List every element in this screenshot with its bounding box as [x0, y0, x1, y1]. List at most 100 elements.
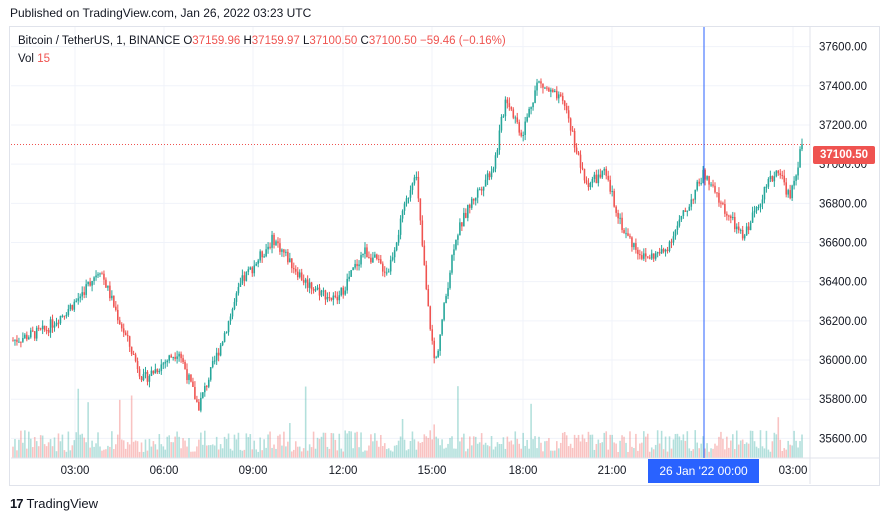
volume-bar — [376, 440, 378, 458]
volume-bar — [429, 430, 432, 458]
candle-body — [672, 236, 675, 243]
chart-frame[interactable] — [9, 26, 880, 486]
volume-bar — [763, 448, 766, 458]
candle-body — [322, 290, 325, 292]
volume-bar — [372, 441, 374, 458]
candle-body — [18, 341, 20, 343]
volume-bar — [142, 451, 145, 458]
candle-body — [484, 179, 487, 187]
volume-bar — [625, 442, 627, 458]
volume-bar — [148, 438, 151, 458]
candle-body — [544, 87, 546, 89]
candle-body — [269, 246, 271, 248]
volume-bar — [417, 441, 420, 458]
candle-body — [362, 253, 364, 256]
volume-bar — [374, 433, 376, 458]
candle-body — [595, 174, 598, 184]
volume-bar — [453, 448, 455, 458]
volume-bar — [152, 441, 155, 458]
volume-bar — [627, 451, 629, 458]
volume-bar — [397, 440, 400, 458]
volume-bar — [324, 432, 327, 458]
candle-body — [198, 401, 200, 411]
candle-body — [761, 199, 764, 204]
volume-bar — [421, 441, 424, 458]
volume-bar — [789, 444, 791, 458]
candle-body — [160, 364, 163, 371]
volume-bar — [720, 431, 722, 458]
volume-bar — [55, 451, 58, 458]
volume-bar — [563, 431, 566, 458]
candle-body — [91, 280, 93, 286]
volume-bar — [577, 434, 580, 458]
volume-bar — [51, 446, 54, 458]
volume-bar — [239, 449, 242, 458]
candle-body — [490, 171, 493, 178]
volume-bar — [761, 446, 764, 458]
candle-body — [757, 207, 760, 209]
candle-body — [285, 251, 287, 253]
volume-bar — [117, 434, 119, 458]
volume-bar — [120, 439, 123, 458]
candle-body — [166, 360, 169, 363]
candle-body — [569, 118, 572, 131]
volume-bar — [518, 443, 521, 458]
volume-bar — [180, 448, 182, 458]
volume-bar — [156, 449, 159, 458]
candle-body — [771, 176, 774, 182]
volume-bar — [633, 448, 635, 458]
volume-bar — [694, 430, 697, 458]
candle-body — [621, 217, 623, 230]
candle-body — [326, 297, 329, 300]
volume-bar — [310, 447, 313, 458]
volume-bar — [700, 443, 702, 458]
candle-body — [696, 181, 698, 190]
candle-body — [229, 316, 232, 322]
volume-bar — [500, 444, 503, 458]
candle-body — [47, 329, 50, 333]
volume-bar — [520, 448, 522, 458]
candle-body — [593, 174, 596, 179]
x-tick-label: 09:00 — [239, 465, 268, 477]
candle-body — [237, 286, 240, 294]
candle-body — [267, 246, 269, 250]
volume-bar — [591, 434, 594, 458]
candle-body — [561, 95, 564, 101]
volume-bar — [99, 446, 101, 458]
volume-bar — [423, 434, 426, 458]
candle-body — [310, 282, 313, 290]
candle-body — [213, 360, 216, 362]
volume-bar — [530, 403, 532, 458]
candle-body — [557, 94, 560, 99]
candle-body — [342, 287, 345, 295]
candle-body — [207, 379, 210, 387]
candle-body — [389, 259, 392, 272]
candle-body — [41, 325, 44, 330]
volume-bar — [765, 430, 768, 458]
candle-body — [263, 256, 265, 258]
candle-body — [427, 289, 430, 307]
volume-bar — [336, 450, 339, 458]
candle-body — [546, 87, 548, 89]
volume-bar — [176, 431, 178, 458]
candle-body — [563, 100, 566, 106]
candle-body — [417, 176, 420, 199]
candle-body — [233, 301, 236, 310]
volume-bar — [39, 435, 42, 458]
volume-bar — [445, 447, 447, 458]
candle-body — [516, 117, 519, 123]
volume-bar — [552, 450, 554, 458]
candle-body — [722, 203, 724, 205]
volume-bar — [522, 432, 524, 458]
candle-body — [101, 273, 103, 275]
volume-bar — [781, 450, 784, 458]
candle-body — [120, 324, 123, 329]
candle-body — [542, 83, 544, 88]
candle-body — [99, 273, 101, 275]
volume-bar — [89, 447, 91, 458]
candle-body — [631, 237, 633, 248]
volume-bar — [308, 444, 311, 458]
candle-body — [611, 191, 613, 193]
candle-body — [275, 241, 277, 246]
